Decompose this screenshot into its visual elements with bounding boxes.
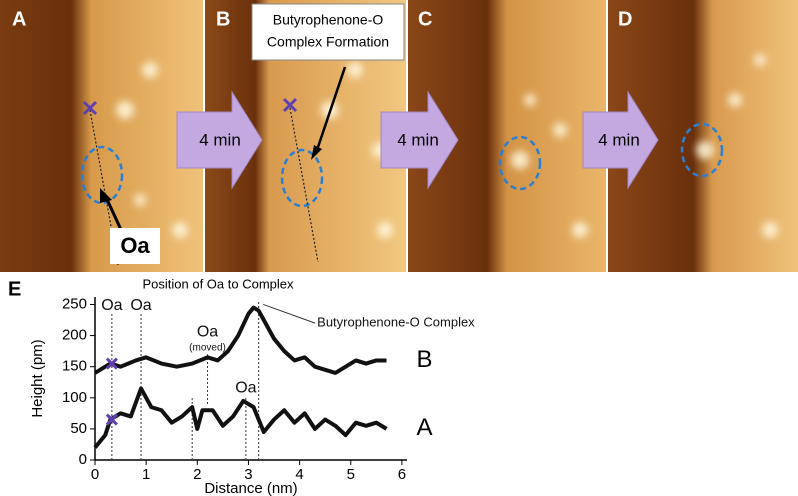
x-tick-label: 6	[398, 466, 406, 483]
figure: A B C D 4 min 4 min 4 min Butyrophenone-…	[0, 0, 798, 496]
y-tick-label: 200	[62, 327, 87, 344]
x-tick-label: 2	[193, 466, 201, 483]
arrow-label: 4 min	[199, 130, 241, 149]
series-line	[95, 388, 387, 447]
series-label: A	[417, 414, 433, 441]
y-tick-label: 250	[62, 295, 87, 312]
y-tick-label: 150	[62, 358, 87, 375]
chart-title: Position of Oa to Complex	[142, 276, 294, 291]
arrow-label: 4 min	[397, 130, 439, 149]
annotation: Butyrophenone-O Complex	[317, 315, 475, 330]
annotation: Oa	[197, 324, 218, 341]
x-axis-label: Distance (nm)	[204, 480, 297, 496]
callout-text: Oa	[120, 233, 150, 258]
annotation: Oa	[235, 380, 256, 397]
panel-label: C	[418, 8, 432, 30]
x-tick-label: 0	[91, 466, 99, 483]
x-tick-label: 1	[142, 466, 150, 483]
annotation: Oa	[101, 297, 122, 314]
callout-text: Complex Formation	[267, 34, 389, 50]
panel-label: A	[12, 8, 26, 30]
annotation: (moved)	[189, 343, 226, 354]
y-tick-label: 0	[79, 451, 87, 468]
annotation-arrow	[263, 304, 315, 323]
x-tick-label: 5	[347, 466, 355, 483]
panel-label: B	[216, 8, 230, 30]
panel-label: E	[8, 278, 21, 300]
y-tick-label: 100	[62, 389, 87, 406]
series-label: B	[417, 346, 433, 373]
panel-label: D	[618, 8, 632, 30]
y-axis-label: Height (pm)	[29, 339, 46, 417]
y-tick-label: 50	[70, 420, 87, 437]
callout-text: Butyrophenone-O	[273, 12, 384, 28]
annotation: Oa	[130, 297, 151, 314]
arrow-label: 4 min	[598, 130, 640, 149]
